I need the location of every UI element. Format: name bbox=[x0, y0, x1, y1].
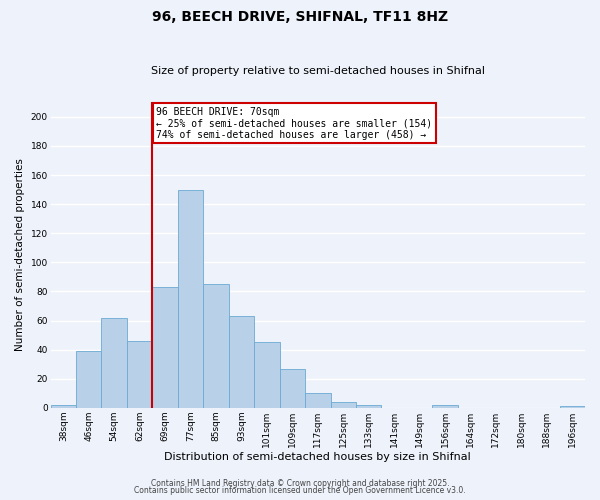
Bar bbox=[560, 406, 585, 408]
Text: 96 BEECH DRIVE: 70sqm
← 25% of semi-detached houses are smaller (154)
74% of sem: 96 BEECH DRIVE: 70sqm ← 25% of semi-deta… bbox=[156, 106, 433, 140]
Bar bbox=[76, 351, 101, 408]
Bar bbox=[101, 318, 127, 408]
Bar bbox=[280, 368, 305, 408]
Bar bbox=[356, 405, 382, 408]
Y-axis label: Number of semi-detached properties: Number of semi-detached properties bbox=[15, 158, 25, 352]
Bar bbox=[152, 287, 178, 408]
Bar bbox=[229, 316, 254, 408]
Bar bbox=[433, 405, 458, 408]
Text: Contains HM Land Registry data © Crown copyright and database right 2025.: Contains HM Land Registry data © Crown c… bbox=[151, 478, 449, 488]
Text: 96, BEECH DRIVE, SHIFNAL, TF11 8HZ: 96, BEECH DRIVE, SHIFNAL, TF11 8HZ bbox=[152, 10, 448, 24]
Bar bbox=[178, 190, 203, 408]
Bar bbox=[331, 402, 356, 408]
Title: Size of property relative to semi-detached houses in Shifnal: Size of property relative to semi-detach… bbox=[151, 66, 485, 76]
Bar bbox=[305, 393, 331, 408]
X-axis label: Distribution of semi-detached houses by size in Shifnal: Distribution of semi-detached houses by … bbox=[164, 452, 471, 462]
Bar bbox=[254, 342, 280, 408]
Text: Contains public sector information licensed under the Open Government Licence v3: Contains public sector information licen… bbox=[134, 486, 466, 495]
Bar bbox=[203, 284, 229, 408]
Bar bbox=[50, 405, 76, 408]
Bar bbox=[127, 341, 152, 408]
